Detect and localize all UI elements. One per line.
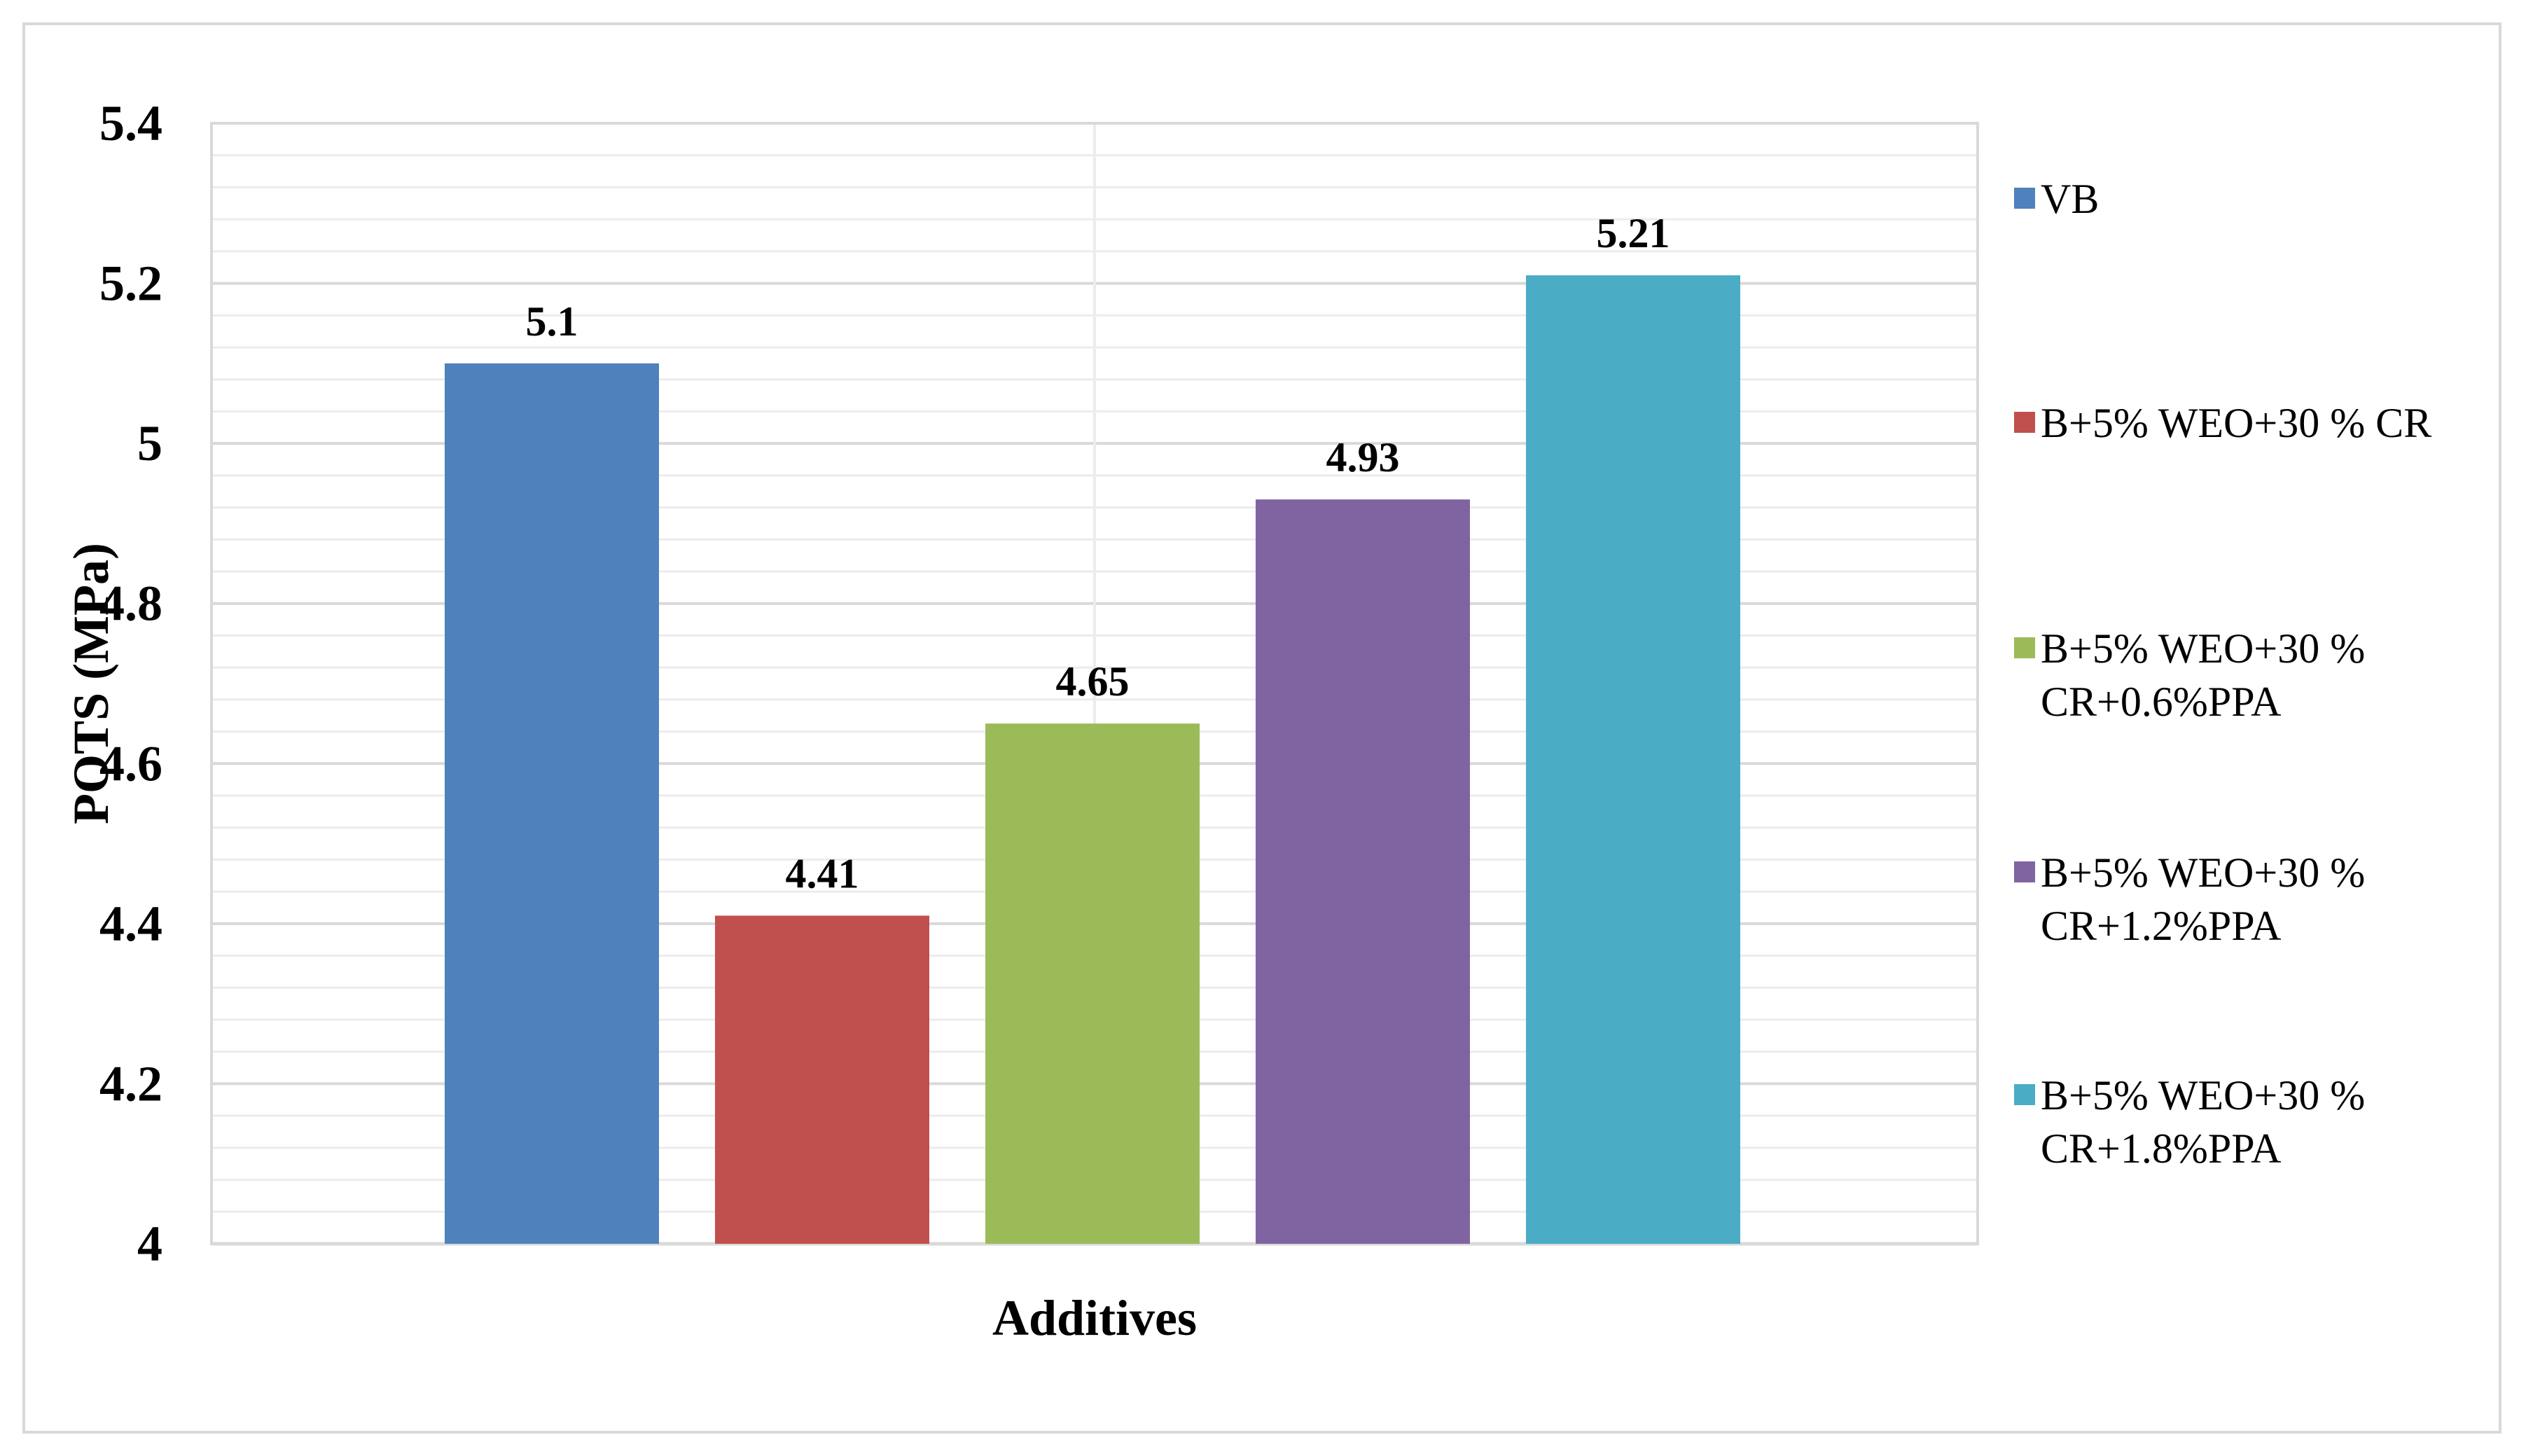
- legend-swatch: [2014, 861, 2035, 882]
- bar-chart: 5.1 4.41 4.65 4.93 5.21 4 4.2 4.4 4.6 4.8 5 5.2 5.4…: [63, 95, 2431, 1346]
- y-tick-label: 4.6: [99, 735, 162, 791]
- legend-swatch: [2014, 637, 2035, 658]
- data-label: 5.21: [1597, 210, 1670, 256]
- legend: VB B+5% WEO+30 % CR B+5% WEO+30 % CR+0.6%PP…: [2014, 176, 2431, 1172]
- y-tick-label: 4.2: [99, 1055, 162, 1111]
- bar: [985, 723, 1200, 1244]
- data-labels: 5.1 4.41 4.65 4.93 5.21: [526, 210, 1670, 896]
- y-tick-label: 4: [137, 1216, 162, 1272]
- legend-label-line: CR+1.2%PPA: [2041, 903, 2281, 949]
- chart-frame: 5.1 4.41 4.65 4.93 5.21 4 4.2 4.4 4.6 4.8 5 5.2 5.4…: [22, 22, 2501, 1434]
- data-label: 4.93: [1326, 434, 1400, 480]
- data-label: 4.41: [786, 850, 859, 896]
- bar: [715, 915, 929, 1244]
- x-axis-title: Additives: [992, 1290, 1197, 1346]
- y-tick-label: 5.4: [99, 95, 162, 151]
- legend-entry: B+5% WEO+30 % CR: [2041, 400, 2431, 446]
- bar: [1256, 499, 1470, 1244]
- legend-entry: B+5% WEO+30 % CR+1.8%PPA: [2041, 1072, 2365, 1172]
- y-tick-label: 5.2: [99, 256, 162, 312]
- y-axis-title: POTS (MPa): [63, 543, 119, 824]
- legend-swatch: [2014, 1084, 2035, 1105]
- legend-swatch: [2014, 188, 2035, 209]
- legend-label-line: B+5% WEO+30 %: [2041, 625, 2365, 672]
- legend-label-line: VB: [2041, 176, 2099, 222]
- bars: [445, 275, 1740, 1244]
- bar: [445, 363, 659, 1244]
- y-tick-label: 5: [137, 415, 162, 471]
- data-label: 5.1: [526, 298, 578, 345]
- legend-label-line: CR+0.6%PPA: [2041, 679, 2281, 725]
- legend-label-line: B+5% WEO+30 %: [2041, 850, 2365, 896]
- legend-entry: B+5% WEO+30 % CR+1.2%PPA: [2041, 850, 2365, 949]
- y-tick-labels: 4 4.2 4.4 4.6 4.8 5 5.2 5.4: [99, 95, 162, 1272]
- legend-entry: B+5% WEO+30 % CR+0.6%PPA: [2041, 625, 2365, 725]
- data-label: 4.65: [1056, 658, 1130, 705]
- legend-entry: VB: [2041, 176, 2099, 222]
- y-tick-label: 4.4: [99, 896, 162, 952]
- y-tick-label: 4.8: [99, 576, 162, 632]
- legend-swatch: [2014, 412, 2035, 433]
- legend-label-line: B+5% WEO+30 % CR: [2041, 400, 2431, 446]
- legend-label-line: B+5% WEO+30 %: [2041, 1072, 2365, 1118]
- bar: [1526, 275, 1740, 1244]
- legend-label-line: CR+1.8%PPA: [2041, 1125, 2281, 1172]
